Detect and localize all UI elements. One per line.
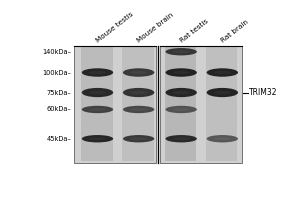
Text: 60kDa–: 60kDa– (46, 106, 71, 112)
Text: Rat testis: Rat testis (179, 18, 209, 44)
Text: 140kDa–: 140kDa– (42, 49, 71, 55)
Text: 75kDa–: 75kDa– (46, 90, 71, 96)
Ellipse shape (89, 137, 106, 140)
Ellipse shape (166, 48, 197, 55)
Text: Mouse testis: Mouse testis (95, 11, 135, 44)
Ellipse shape (172, 137, 190, 140)
Ellipse shape (123, 135, 154, 142)
Ellipse shape (172, 108, 190, 111)
Ellipse shape (130, 71, 147, 74)
Text: Rat brain: Rat brain (220, 19, 250, 44)
Ellipse shape (130, 137, 147, 140)
Bar (122, 47, 154, 161)
Bar (74, 46, 156, 163)
Ellipse shape (207, 88, 238, 97)
Ellipse shape (207, 135, 238, 142)
Ellipse shape (214, 71, 231, 74)
Ellipse shape (82, 135, 113, 142)
Bar (81, 47, 112, 161)
Ellipse shape (130, 108, 147, 111)
Ellipse shape (82, 106, 113, 113)
Text: Mouse brain: Mouse brain (136, 12, 175, 44)
Ellipse shape (123, 68, 154, 77)
Bar (160, 46, 242, 163)
Ellipse shape (172, 50, 190, 53)
Ellipse shape (82, 68, 113, 77)
Ellipse shape (123, 88, 154, 97)
Ellipse shape (214, 137, 231, 140)
Bar (165, 47, 196, 161)
Ellipse shape (214, 91, 231, 94)
Ellipse shape (89, 91, 106, 94)
Ellipse shape (172, 71, 190, 74)
Ellipse shape (172, 91, 190, 94)
Text: TRIM32: TRIM32 (249, 88, 277, 97)
Ellipse shape (89, 108, 106, 111)
Ellipse shape (166, 68, 197, 77)
Ellipse shape (130, 91, 147, 94)
Ellipse shape (82, 88, 113, 97)
Ellipse shape (207, 68, 238, 77)
Text: 100kDa–: 100kDa– (42, 70, 71, 76)
Ellipse shape (123, 106, 154, 113)
Ellipse shape (89, 71, 106, 74)
Ellipse shape (166, 106, 197, 113)
Ellipse shape (166, 135, 197, 142)
Text: 45kDa–: 45kDa– (46, 136, 71, 142)
Ellipse shape (166, 88, 197, 97)
Bar (206, 47, 238, 161)
